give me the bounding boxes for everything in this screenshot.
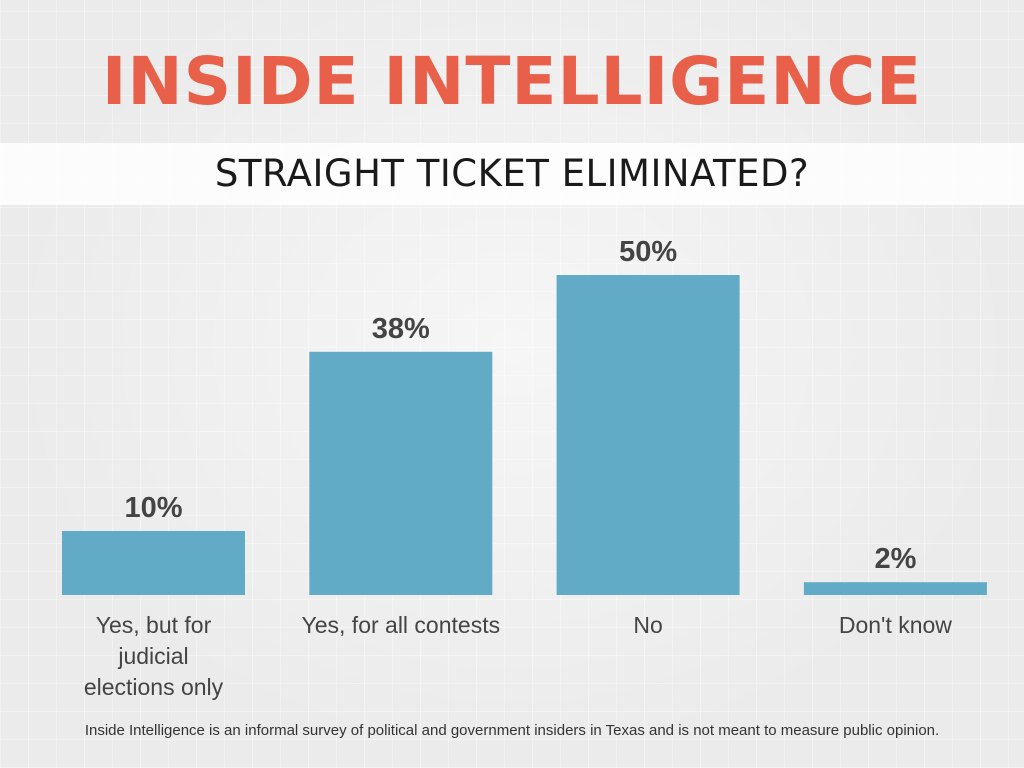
category-label: Don't know	[839, 612, 952, 638]
bar-value-label: 2%	[874, 543, 916, 575]
category-label: Yes, but for judicial elections only	[84, 612, 224, 700]
bar	[556, 275, 740, 595]
bar	[803, 582, 987, 595]
bar	[62, 531, 245, 595]
category-label-line: Don't know	[839, 612, 952, 638]
category-label: No	[633, 612, 662, 638]
bar-value-label: 10%	[124, 492, 182, 524]
bar	[309, 351, 493, 595]
bar-chart: 10% 38% 50% 2% Yes, but for judicial election…	[62, 236, 987, 700]
footnote: Inside Intelligence is an informal surve…	[84, 722, 940, 739]
category-label: Yes, for all contests	[302, 612, 501, 638]
value-labels-layer: 10% 38% 50% 2%	[124, 236, 916, 575]
category-labels-layer: Yes, but for judicial elections only Yes, f…	[84, 612, 952, 700]
bar-value-label: 38%	[372, 313, 430, 345]
page-title: INSIDE INTELLIGENCE	[101, 43, 923, 120]
category-label-line: Yes, for all contests	[302, 612, 501, 638]
subtitle-band: STRAIGHT TICKET ELIMINATED?	[0, 143, 1024, 205]
category-label-line: No	[633, 612, 662, 638]
category-label-line: Yes, but for	[96, 612, 212, 638]
category-label-line: judicial	[117, 643, 188, 669]
category-label-line: elections only	[84, 674, 224, 700]
chart-subtitle: STRAIGHT TICKET ELIMINATED?	[214, 152, 810, 195]
bars-layer	[62, 275, 987, 595]
bar-value-label: 50%	[619, 236, 677, 268]
